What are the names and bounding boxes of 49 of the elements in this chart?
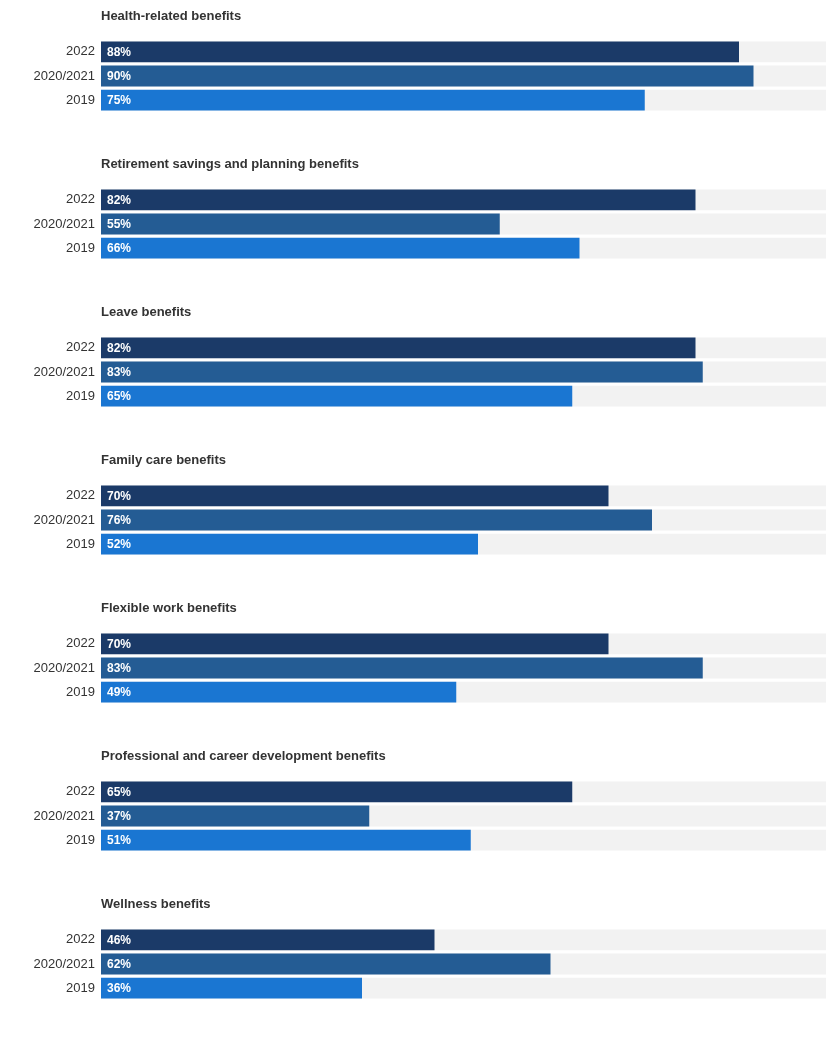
chart-title: Wellness benefits bbox=[101, 896, 212, 913]
y-tick-label: 2019 bbox=[66, 831, 95, 847]
y-tick-label: 2022 bbox=[66, 931, 95, 947]
y-tick-label: 2022 bbox=[66, 487, 95, 503]
data-label: 37% bbox=[107, 809, 132, 824]
y-tick-label: 2022 bbox=[66, 191, 95, 207]
data-label: 70% bbox=[107, 489, 132, 504]
y-tick-label: 2019 bbox=[66, 91, 95, 107]
chart-title: Flexible work benefits bbox=[101, 600, 238, 617]
y-tick-label: 2020/2021 bbox=[33, 807, 95, 823]
data-label: 88% bbox=[107, 45, 132, 60]
data-label: 83% bbox=[107, 661, 132, 676]
data-label: 62% bbox=[107, 957, 132, 972]
data-label: 83% bbox=[107, 365, 132, 380]
y-tick-label: 2020/2021 bbox=[33, 363, 95, 379]
data-label: 70% bbox=[107, 637, 132, 652]
y-tick-label: 2019 bbox=[66, 683, 95, 699]
chart-title: Retirement savings and planning benefits bbox=[101, 156, 360, 173]
y-tick-label: 2020/2021 bbox=[33, 215, 95, 231]
y-tick-label: 2022 bbox=[66, 339, 95, 355]
y-tick-label: 2020/2021 bbox=[33, 511, 95, 527]
y-tick-label: 2020/2021 bbox=[33, 955, 95, 971]
data-label: 82% bbox=[107, 193, 132, 208]
data-label: 76% bbox=[107, 513, 132, 528]
y-tick-label: 2022 bbox=[66, 783, 95, 799]
y-tick-label: 2019 bbox=[66, 979, 95, 995]
data-label: 49% bbox=[107, 685, 132, 700]
y-tick-label: 2019 bbox=[66, 387, 95, 403]
y-tick-label: 2019 bbox=[66, 239, 95, 255]
data-label: 65% bbox=[107, 389, 132, 404]
data-label: 90% bbox=[107, 69, 132, 84]
y-tick-label: 2020/2021 bbox=[33, 659, 95, 675]
chart-title: Family care benefits bbox=[101, 452, 227, 469]
data-label: 66% bbox=[107, 241, 132, 256]
y-tick-label: 2020/2021 bbox=[33, 67, 95, 83]
data-label: 51% bbox=[107, 833, 132, 848]
data-label: 82% bbox=[107, 341, 132, 356]
y-tick-label: 2022 bbox=[66, 43, 95, 59]
data-label: 55% bbox=[107, 217, 132, 232]
data-label: 46% bbox=[107, 933, 132, 948]
data-label: 52% bbox=[107, 537, 132, 552]
data-label: 36% bbox=[107, 981, 132, 996]
data-label: 65% bbox=[107, 785, 132, 800]
y-tick-label: 2019 bbox=[66, 535, 95, 551]
chart-title: Leave benefits bbox=[101, 304, 193, 321]
chart-title: Health-related benefits bbox=[101, 8, 243, 25]
data-label: 75% bbox=[107, 93, 132, 108]
y-tick-label: 2022 bbox=[66, 635, 95, 651]
chart-title: Professional and career development benefits bbox=[101, 748, 387, 765]
